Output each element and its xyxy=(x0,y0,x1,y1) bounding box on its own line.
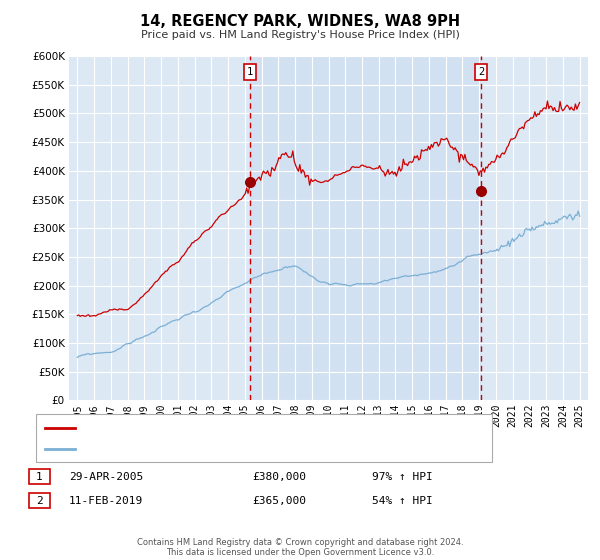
Text: Contains HM Land Registry data © Crown copyright and database right 2024.
This d: Contains HM Land Registry data © Crown c… xyxy=(137,538,463,557)
Text: 14, REGENCY PARK, WIDNES, WA8 9PH: 14, REGENCY PARK, WIDNES, WA8 9PH xyxy=(140,14,460,29)
Text: Price paid vs. HM Land Registry's House Price Index (HPI): Price paid vs. HM Land Registry's House … xyxy=(140,30,460,40)
Text: 1: 1 xyxy=(247,67,253,77)
Text: 2: 2 xyxy=(478,67,484,77)
Text: 14, REGENCY PARK, WIDNES, WA8 9PH (detached house): 14, REGENCY PARK, WIDNES, WA8 9PH (detac… xyxy=(79,423,376,433)
Text: 11-FEB-2019: 11-FEB-2019 xyxy=(69,496,143,506)
Bar xyxy=(250,56,481,400)
Text: £380,000: £380,000 xyxy=(252,472,306,482)
Text: 2: 2 xyxy=(36,496,43,506)
Text: 54% ↑ HPI: 54% ↑ HPI xyxy=(372,496,433,506)
Text: 97% ↑ HPI: 97% ↑ HPI xyxy=(372,472,433,482)
Text: 29-APR-2005: 29-APR-2005 xyxy=(69,472,143,482)
Text: £365,000: £365,000 xyxy=(252,496,306,506)
Text: HPI: Average price, detached house, Halton: HPI: Average price, detached house, Halt… xyxy=(79,444,307,454)
Text: 1: 1 xyxy=(36,472,43,482)
